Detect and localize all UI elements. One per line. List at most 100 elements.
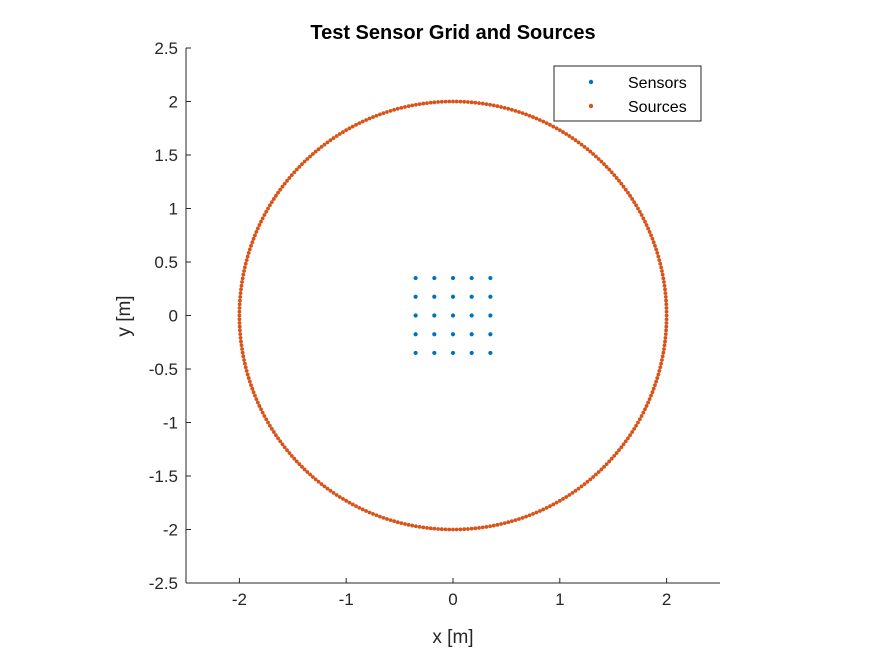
source-point xyxy=(495,522,500,527)
source-point xyxy=(561,130,565,134)
source-point xyxy=(388,108,393,113)
source-point xyxy=(660,354,665,359)
source-point xyxy=(488,524,492,529)
source-point xyxy=(599,467,604,472)
source-point xyxy=(609,456,614,461)
source-point xyxy=(302,159,307,164)
sensor-point xyxy=(450,350,456,356)
source-point xyxy=(271,430,276,434)
source-point xyxy=(237,306,242,310)
source-point xyxy=(374,513,379,518)
source-point xyxy=(289,453,294,458)
legend-label-sensors: Sensors xyxy=(628,75,687,92)
source-point xyxy=(297,462,302,467)
source-point xyxy=(588,149,593,154)
source-point xyxy=(531,512,535,516)
source-point xyxy=(242,361,247,366)
x-tick-label: 0 xyxy=(448,590,457,609)
source-point xyxy=(266,206,270,211)
source-point xyxy=(249,383,253,388)
source-point xyxy=(644,223,649,227)
source-point xyxy=(661,276,666,281)
sensor-point xyxy=(469,332,474,337)
source-point xyxy=(567,134,572,138)
source-point xyxy=(654,247,659,252)
source-point xyxy=(319,144,324,149)
source-point xyxy=(585,479,590,484)
source-point xyxy=(237,317,242,322)
source-point xyxy=(466,527,470,531)
source-point xyxy=(344,498,349,503)
source-point xyxy=(371,115,375,119)
sensor-point xyxy=(413,294,418,299)
x-tick-label: 1 xyxy=(555,590,564,609)
source-point xyxy=(582,482,587,487)
source-point xyxy=(242,265,247,270)
source-point xyxy=(646,226,651,231)
source-point xyxy=(310,152,315,156)
source-point xyxy=(447,527,452,532)
source-point xyxy=(421,525,426,530)
source-point xyxy=(662,347,666,351)
source-point xyxy=(621,184,626,189)
legend-box xyxy=(553,65,702,122)
source-point xyxy=(388,518,393,523)
source-point xyxy=(639,414,644,418)
sensor-point xyxy=(488,332,493,337)
source-point xyxy=(634,203,638,208)
source-point xyxy=(244,368,249,373)
source-point xyxy=(663,339,667,344)
source-point xyxy=(662,343,667,348)
source-point xyxy=(259,219,263,224)
source-point xyxy=(305,470,310,474)
source-point xyxy=(617,178,621,183)
source-point xyxy=(347,126,352,131)
x-tick-label: -2 xyxy=(232,590,247,609)
source-point xyxy=(509,107,514,112)
source-point xyxy=(245,372,250,377)
source-point xyxy=(607,167,612,172)
source-point xyxy=(623,439,628,444)
source-point xyxy=(527,513,532,518)
source-point xyxy=(250,240,255,245)
source-point xyxy=(602,162,606,167)
source-point xyxy=(364,118,369,122)
source-point xyxy=(488,102,492,107)
source-point xyxy=(591,152,596,156)
source-point xyxy=(305,157,310,161)
source-point xyxy=(628,193,632,198)
source-point xyxy=(657,258,662,263)
source-point xyxy=(557,128,562,133)
source-point xyxy=(239,343,244,348)
source-point xyxy=(331,491,336,495)
legend-marker-sensors xyxy=(588,79,594,85)
source-point xyxy=(477,101,481,105)
source-point xyxy=(659,265,664,270)
source-point xyxy=(308,472,312,477)
sensor-point xyxy=(450,332,456,337)
source-point xyxy=(541,507,546,512)
source-point xyxy=(534,510,539,515)
source-point xyxy=(604,164,609,169)
source-point xyxy=(576,486,581,491)
source-point xyxy=(410,103,415,108)
source-point xyxy=(280,442,285,447)
source-point xyxy=(517,110,521,114)
source-point xyxy=(334,134,339,138)
source-point xyxy=(660,358,664,362)
source-point xyxy=(334,493,339,497)
source-point xyxy=(454,99,459,104)
source-point xyxy=(480,101,485,106)
source-point xyxy=(612,453,617,458)
source-point xyxy=(655,376,660,380)
source-point xyxy=(378,514,382,519)
y-tick-label: 1.5 xyxy=(154,146,178,165)
sensor-point xyxy=(469,275,474,281)
source-point xyxy=(354,122,358,127)
source-point xyxy=(649,393,653,398)
sensor-point xyxy=(450,313,456,318)
source-point xyxy=(630,430,635,434)
source-point xyxy=(646,400,651,405)
source-point xyxy=(247,379,252,384)
source-point xyxy=(385,517,389,521)
